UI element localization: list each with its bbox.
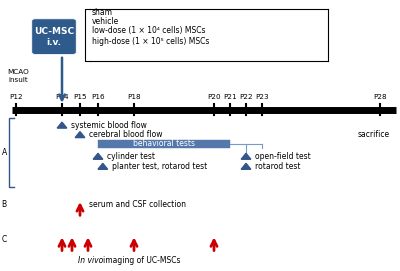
Polygon shape <box>241 163 251 169</box>
Text: P18: P18 <box>127 94 141 100</box>
FancyBboxPatch shape <box>32 19 76 54</box>
Polygon shape <box>75 132 85 138</box>
Text: planter test, rotarod test: planter test, rotarod test <box>112 162 207 171</box>
Text: cerebral blood flow: cerebral blood flow <box>89 130 162 139</box>
Text: P21: P21 <box>223 94 237 100</box>
Polygon shape <box>241 153 251 159</box>
Text: rotarod test: rotarod test <box>255 162 300 171</box>
Polygon shape <box>93 153 103 159</box>
Text: cohort B: cohort B <box>0 200 7 209</box>
Polygon shape <box>98 163 108 169</box>
Text: imaging of UC-MSCs: imaging of UC-MSCs <box>103 256 181 265</box>
Text: low-dose (1 × 10⁴ cells) MSCs: low-dose (1 × 10⁴ cells) MSCs <box>92 26 206 35</box>
Text: P12: P12 <box>9 94 23 100</box>
Text: In vivo: In vivo <box>78 256 103 265</box>
Text: P15: P15 <box>73 94 87 100</box>
FancyBboxPatch shape <box>98 140 230 148</box>
Text: vehicle: vehicle <box>92 17 119 26</box>
Text: P20: P20 <box>207 94 221 100</box>
Text: serum and CSF collection: serum and CSF collection <box>89 200 186 209</box>
Text: behavioral tests: behavioral tests <box>133 139 195 148</box>
Text: P22: P22 <box>239 94 253 100</box>
Text: P28: P28 <box>373 94 387 100</box>
Text: cylinder test: cylinder test <box>107 152 155 161</box>
Text: P23: P23 <box>255 94 269 100</box>
Text: open-field test: open-field test <box>255 152 310 161</box>
Text: MCAO
insult: MCAO insult <box>7 69 29 83</box>
Text: cohort A: cohort A <box>0 148 7 157</box>
Text: cohort C: cohort C <box>0 235 7 244</box>
Text: P16: P16 <box>91 94 105 100</box>
Text: P14: P14 <box>55 94 69 100</box>
Text: systemic blood flow: systemic blood flow <box>71 121 147 130</box>
Text: sacrifice: sacrifice <box>358 130 390 139</box>
Text: high-dose (1 × 10⁵ cells) MSCs: high-dose (1 × 10⁵ cells) MSCs <box>92 37 209 46</box>
Polygon shape <box>57 122 67 128</box>
Text: sham: sham <box>92 8 113 17</box>
Text: UC-MSC
i.v.: UC-MSC i.v. <box>34 27 74 47</box>
